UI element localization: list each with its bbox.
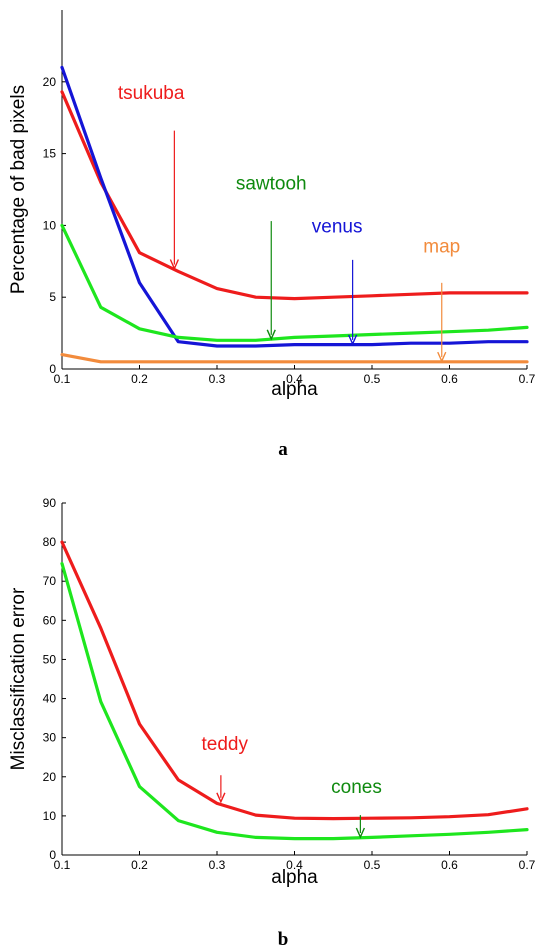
annotation-label-map: map [423,237,460,258]
annotation-label-sawtooh: sawtooh [236,174,307,195]
x-tick-label: 0.7 [519,372,536,386]
y-tick-label: 30 [43,731,57,745]
panel-a: 0.1 0.2 0.3 0.4 0.5 0.6 0.7 0 5 10 15 20 alpha Percen… [8,10,536,460]
series-line-map [60,353,529,364]
panel-b: 0.1 0.2 0.3 0.4 0.5 0.6 0.7 0 10 20 30 40 50 60 70 80 90… [8,496,536,950]
x-tick-label: 0.5 [364,858,381,872]
x-tick-label: 0.2 [131,372,148,386]
y-tick-label: 20 [43,75,57,89]
y-tick-label: 60 [43,613,57,627]
y-axis-title: Misclassification error [8,587,29,770]
y-tick-label: 70 [43,574,57,588]
annotation-label-teddy: teddy [202,734,249,755]
y-axis-title: Percentage of bad pixels [8,85,29,294]
x-tick-label: 0.2 [131,858,148,872]
y-tick-label: 10 [43,218,57,232]
x-tick-label: 0.1 [54,858,71,872]
y-tick-label: 10 [43,809,57,823]
x-tick-label: 0.6 [441,858,458,872]
series-line-teddy [60,540,529,821]
y-tick-label: 90 [43,496,57,510]
panel-label: b [278,929,289,950]
y-tick-label: 5 [49,290,56,304]
panel-label: a [278,439,288,460]
series-line-sawtooh [60,223,529,342]
x-tick-label: 0.4 [286,372,303,386]
x-tick-label: 0.1 [54,372,71,386]
y-tick-label: 0 [49,848,56,862]
x-tick-label: 0.5 [364,372,381,386]
annotation-arrow-sawtooh [266,221,276,341]
x-tick-label: 0.3 [209,372,226,386]
annotation-label-tsukuba: tsukuba [118,83,185,104]
annotation-arrow-map [437,282,447,363]
annotation-arrow-cones [355,815,366,839]
series-line-tsukuba [60,90,529,301]
y-tick-label: 40 [43,692,57,706]
annotation-label-venus: venus [312,217,363,238]
y-tick-label: 20 [43,770,57,784]
x-tick-label: 0.3 [209,858,226,872]
x-tick-label: 0.7 [519,858,536,872]
y-tick-label: 0 [49,362,56,376]
annotation-arrow-venus [347,259,358,346]
x-tick-label: 0.4 [286,858,303,872]
y-tick-label: 50 [43,652,57,666]
series-line-cones [60,561,529,841]
x-axis-title: alpha [271,867,318,888]
series-line-venus [60,65,529,348]
annotation-label-cones: cones [331,777,382,798]
y-tick-label: 80 [43,535,57,549]
y-tick-label: 15 [43,147,57,161]
annotation-arrow-tsukuba [169,130,180,271]
x-tick-label: 0.6 [441,372,458,386]
x-axis-title: alpha [271,379,318,400]
annotation-arrow-teddy [216,775,226,804]
